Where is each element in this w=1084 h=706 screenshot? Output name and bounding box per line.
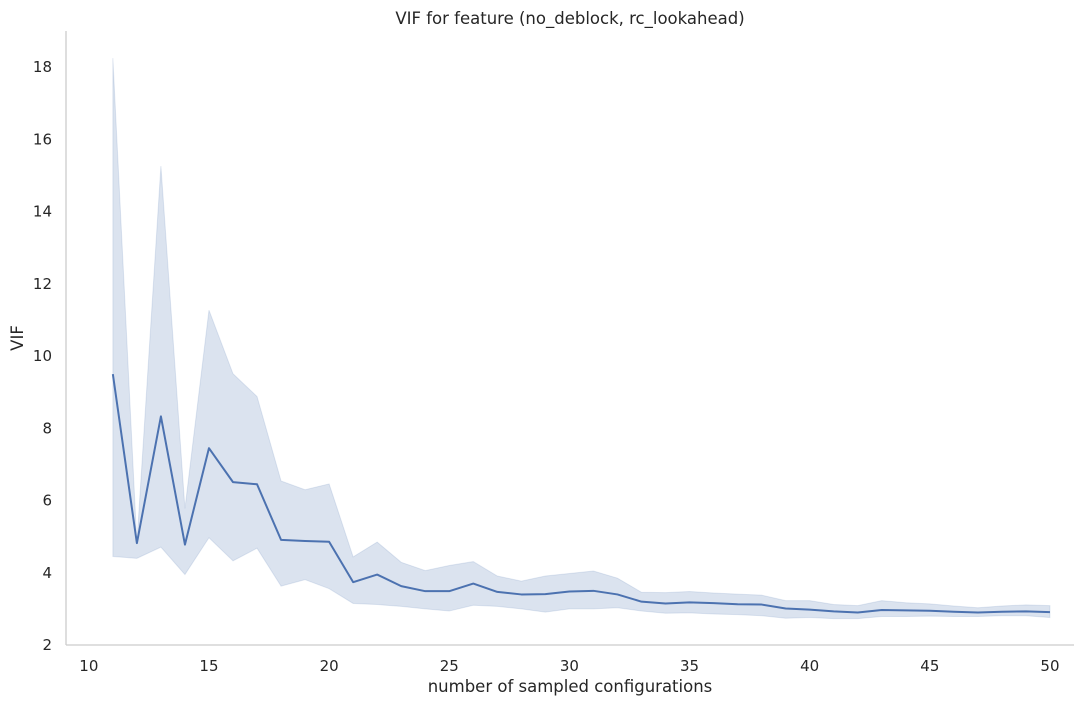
x-tick-label: 15	[199, 657, 218, 675]
x-tick-label: 35	[680, 657, 699, 675]
chart-title: VIF for feature (no_deblock, rc_lookahea…	[395, 9, 744, 29]
y-tick-label: 14	[33, 203, 52, 221]
y-tick-labels: 2 4 6 8 10 12 14 16 18	[33, 58, 52, 654]
y-tick-label: 4	[42, 564, 52, 582]
y-tick-label: 16	[33, 130, 52, 148]
x-tick-label: 50	[1040, 657, 1059, 675]
y-tick-label: 8	[42, 419, 52, 437]
y-tick-label: 18	[33, 58, 52, 76]
series-line	[111, 373, 1050, 614]
confidence-band	[112, 58, 1051, 620]
x-axis-title: number of sampled configurations	[428, 677, 713, 696]
x-tick-label: 10	[79, 657, 98, 675]
y-axis-title: VIF	[8, 325, 27, 351]
y-tick-label: 10	[33, 347, 52, 365]
x-tick-label: 45	[920, 657, 939, 675]
plot-area	[111, 58, 1051, 620]
x-tick-label: 20	[320, 657, 339, 675]
x-tick-labels: 10 15 20 25 30 35 40 45 50	[79, 657, 1059, 675]
x-tick-label: 30	[560, 657, 579, 675]
y-tick-label: 2	[42, 636, 52, 654]
x-tick-label: 40	[800, 657, 819, 675]
y-tick-label: 12	[33, 275, 52, 293]
y-tick-label: 6	[42, 492, 52, 510]
x-tick-label: 25	[440, 657, 459, 675]
